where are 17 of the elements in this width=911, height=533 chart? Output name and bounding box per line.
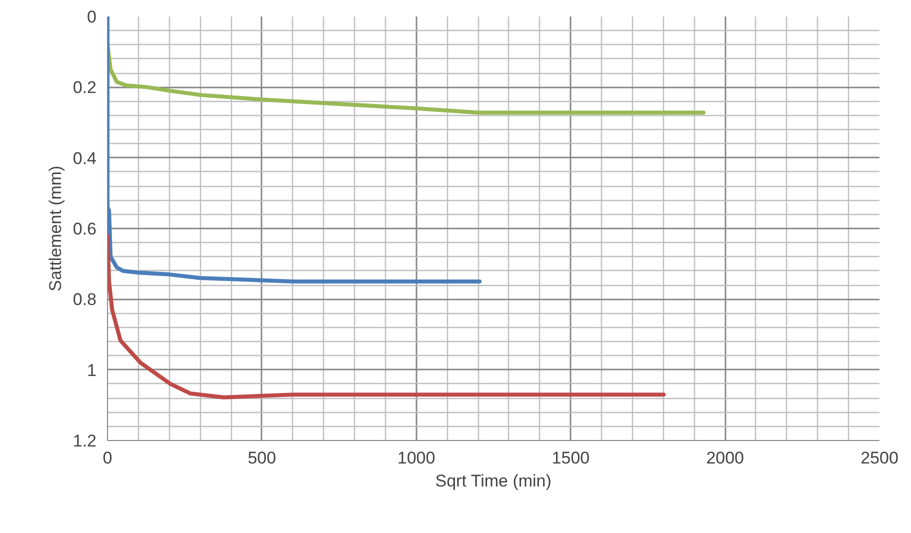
y-tick-label: 0.8: [72, 290, 97, 310]
x-axis-title: Sqrt Time (min): [435, 472, 552, 490]
y-tick-label: 0.6: [72, 220, 97, 238]
y-tick-label: 0.4: [72, 148, 97, 168]
y-axis-title: Sattlement (mm): [46, 166, 65, 292]
x-tick-label: 1500: [552, 448, 590, 468]
x-tick-label: 500: [248, 448, 276, 468]
y-tick-label: 0: [87, 8, 97, 26]
x-tick-label: 2500: [860, 448, 898, 468]
y-tick-label: 1.2: [72, 432, 97, 450]
y-tick-label: 0.2: [72, 78, 97, 98]
x-tick-label: 0: [102, 448, 112, 468]
y-tick-label: 1: [87, 360, 97, 380]
line-series: [108, 234, 666, 400]
x-tick-label: 2000: [706, 448, 744, 468]
line-series: [108, 16, 482, 284]
x-tick-label: 1000: [397, 448, 436, 468]
